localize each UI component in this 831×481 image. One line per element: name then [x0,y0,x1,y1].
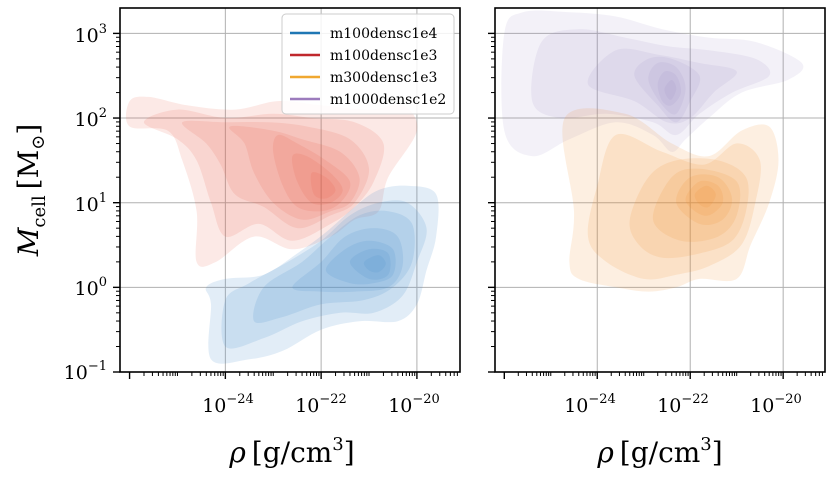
left-xtick-label: 10−22 [295,392,347,417]
right-x-axis-label: ρ [g/cm3] [596,434,722,469]
contour-m1000densc1e2-level-5 [657,71,682,106]
right-contours [501,10,804,292]
legend-box [281,13,455,115]
contour-m1000densc1e2-level-6 [664,80,677,100]
left-xtick-label: 10−20 [388,392,440,417]
contour-m300densc1e3-level-1 [587,133,761,280]
right-xtick-label: 10−20 [750,392,802,417]
contour-m1000densc1e2-level-1 [531,29,771,136]
left-panel: 10−1 100 101 102 103 10−24 10−22 10−20 ρ… [12,7,461,469]
left-ticks [113,32,458,379]
right-ticks [488,32,823,379]
contour-m100densc1e4-level-5 [349,248,391,280]
left-ytick-label: 101 [75,191,107,216]
left-axes-frame [119,7,461,373]
contour-m100densc1e3-level-6 [310,172,336,199]
contour-m1000densc1e2-level-0 [501,10,804,157]
contour-m100densc1e4-level-6 [363,255,386,273]
contour-m300densc1e3-level-5 [685,180,724,216]
contour-m100densc1e3-level-4 [273,134,351,212]
contour-m300densc1e3-level-2 [629,158,749,259]
left-xtick-label: 10−24 [202,392,254,417]
left-contours [125,96,439,364]
y-axis-label: Mcell[M⊙] [12,124,50,258]
contour-m100densc1e4-level-4 [325,240,396,285]
right-axes-frame [494,7,826,373]
left-ytick-label: 10−1 [64,359,107,384]
contour-m100densc1e4-level-2 [253,210,415,324]
contour-m1000densc1e2-level-3 [634,56,701,123]
contour-m100densc1e3-level-1 [143,109,385,241]
contour-m100densc1e3-level-2 [181,120,370,229]
contour-m300densc1e3-level-3 [652,168,741,242]
legend: m100densc1e4 m100densc1e3 m300densc1e3 m… [281,13,455,115]
right-xtick-label: 10−24 [564,392,616,417]
legend-label-m300densc1e3: m300densc1e3 [330,70,437,86]
left-x-axis-label: ρ [g/cm3] [228,434,354,469]
contour-m300densc1e3-level-4 [676,174,733,226]
left-ytick-label: 100 [75,275,107,300]
contour-m100densc1e3-level-3 [229,125,360,220]
right-xtick-label: 10−22 [657,392,709,417]
contour-m100densc1e4-level-1 [221,200,427,349]
contour-m100densc1e4-level-0 [205,185,439,364]
contour-m100densc1e4-level-3 [292,228,404,293]
legend-label-m1000densc1e2: m1000densc1e2 [330,92,446,108]
legend-label-m100densc1e3: m100densc1e3 [330,48,437,64]
left-ytick-label: 103 [75,22,107,47]
contour-m1000densc1e2-level-4 [648,62,686,115]
contour-m300densc1e3-level-0 [562,108,779,292]
left-ytick-label: 102 [75,106,107,131]
contour-m100densc1e3-level-0 [125,96,418,267]
contour-m100densc1e3-level-5 [291,153,343,205]
legend-label-m100densc1e4: m100densc1e4 [330,26,437,42]
contour-m300densc1e3-level-6 [694,185,716,208]
right-panel: 10−24 10−22 10−20 ρ [g/cm3] [488,7,826,469]
contour-m1000densc1e2-level-2 [587,48,737,124]
